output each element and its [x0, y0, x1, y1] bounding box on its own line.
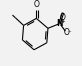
Text: O: O: [33, 0, 39, 9]
Text: O: O: [63, 28, 69, 37]
Text: ⁻: ⁻: [67, 30, 71, 36]
Text: N: N: [56, 19, 63, 28]
Text: O: O: [60, 13, 66, 22]
Text: +: +: [60, 19, 65, 24]
